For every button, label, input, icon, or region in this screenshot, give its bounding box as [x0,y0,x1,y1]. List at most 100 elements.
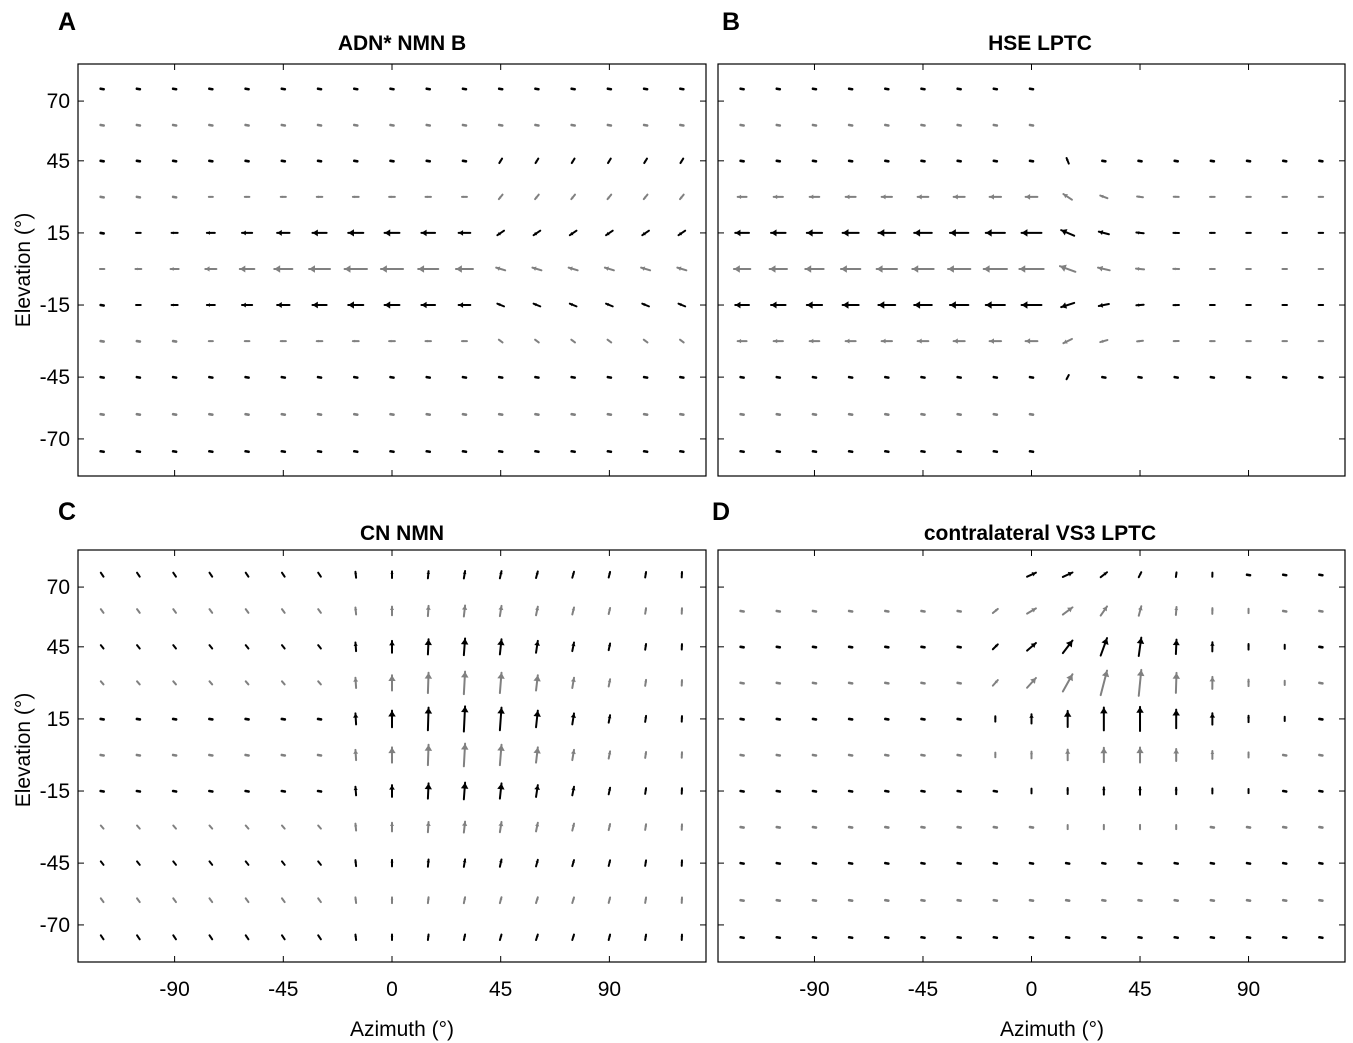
field-arrow [920,898,926,903]
field-arrow [920,717,926,721]
panel-letter-c: C [58,498,76,526]
field-arrow [732,265,752,273]
x-tick-label: 90 [598,978,621,1001]
field-arrow [135,717,142,721]
field-arrow [172,571,177,578]
field-arrow [1137,375,1143,379]
field-arrow [736,194,748,200]
panel-title-d: contralateral VS3 LPTC [924,522,1156,545]
field-arrow [352,375,359,379]
field-arrow [884,449,890,454]
field-arrow [1137,935,1143,940]
field-arrow [135,231,142,235]
field-arrow [1245,159,1252,163]
field-arrow [460,637,469,657]
field-arrow [570,87,576,91]
field-arrow [354,859,358,868]
field-arrow [315,195,324,199]
field-arrow [1065,157,1070,165]
field-arrow [1209,339,1216,343]
field-arrow [570,193,576,201]
field-arrow [425,375,432,379]
field-arrow [775,375,782,379]
field-arrow [1245,898,1252,903]
field-arrow [677,229,687,237]
field-arrow [1173,898,1179,903]
field-arrow [99,897,105,904]
field-arrow [316,123,323,127]
field-arrow [462,569,467,580]
field-arrow [680,823,684,831]
field-arrow [1028,123,1035,127]
field-arrow [389,449,395,454]
field-arrow [460,781,469,801]
field-arrow [171,412,178,417]
field-arrow [208,860,214,866]
field-arrow [570,123,576,127]
field-arrow [607,606,612,615]
field-arrow [535,821,540,833]
panel-c: C CN NMN Elevation (°) Azimuth (°) -90 -4… [12,498,707,1041]
field-arrow [606,338,613,344]
field-arrow [498,604,504,618]
field-arrow [461,159,468,163]
field-arrow [607,678,612,688]
field-arrow [1028,825,1035,829]
field-arrow [877,229,897,237]
field-arrow [920,681,926,685]
field-arrow [570,412,576,417]
field-arrow [136,608,141,614]
field-arrow [99,717,105,721]
field-arrow [775,825,782,829]
field-arrow [607,823,612,832]
field-arrow [1174,571,1178,579]
field-arrow [1245,861,1252,865]
field-arrow [1138,823,1142,831]
field-arrow [1061,639,1074,655]
field-arrow [1317,339,1325,343]
field-arrow [535,605,540,617]
field-arrow [1245,375,1252,379]
field-arrow [1101,159,1107,163]
field-arrow [992,789,999,793]
field-arrow [461,449,468,454]
field-arrow [208,87,214,91]
field-arrow [1136,636,1145,657]
field-arrow [135,449,142,454]
field-arrow [805,301,824,309]
field-arrow [644,787,648,795]
field-arrow [1173,375,1179,379]
field-arrow [992,375,999,379]
field-arrow [1281,303,1288,307]
field-arrow [99,159,105,163]
field-arrow [1135,303,1145,307]
field-arrow [244,789,250,793]
field-arrow [535,896,539,905]
field-arrow [244,159,250,163]
field-arrow [847,412,854,417]
field-arrow [171,375,178,379]
field-arrow [238,265,256,273]
field-arrow [956,645,962,649]
field-arrow [311,301,328,309]
field-arrow [244,824,250,830]
field-arrow [1136,668,1145,697]
field-arrow [425,412,432,417]
field-arrow [1281,753,1288,757]
field-arrow [317,680,322,686]
field-arrow [498,896,503,905]
field-arrow [775,645,782,649]
field-arrow [1281,267,1288,271]
field-arrow [496,302,506,308]
field-arrow [135,412,142,417]
field-arrow [571,859,576,868]
field-arrow [920,609,926,613]
field-arrow [956,375,962,379]
field-arrow [920,87,926,91]
field-arrow [1064,861,1071,865]
field-arrow [913,229,933,237]
field-arrow [992,123,999,127]
field-arrow [497,638,505,656]
ticks-a: 70 45 15 -15 -45 -70 [40,64,706,476]
field-arrow [676,266,688,272]
